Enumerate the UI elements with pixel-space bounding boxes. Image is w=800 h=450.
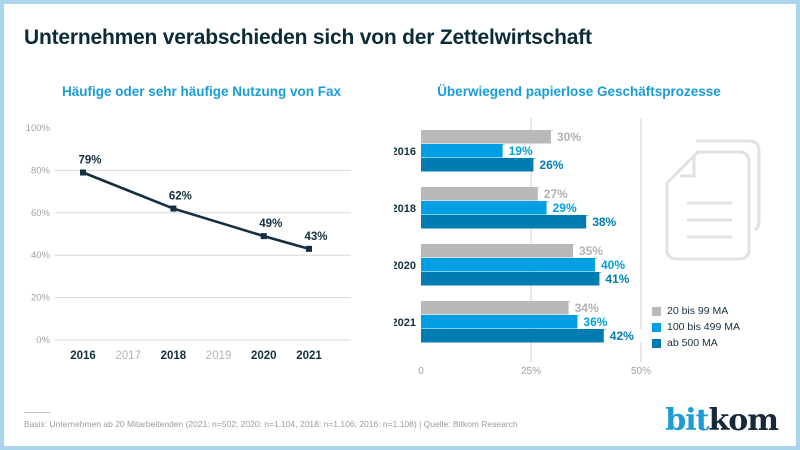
bar xyxy=(421,144,505,158)
value-label: 19% xyxy=(509,144,533,158)
x-tick-label: 2019 xyxy=(206,350,232,362)
value-label-bg xyxy=(595,258,633,272)
legend-item-100-499: 100 bis 499 MA xyxy=(652,321,740,333)
category-label: 2021 xyxy=(394,317,416,329)
x-tick-label: 2018 xyxy=(161,350,187,362)
value-label: 27% xyxy=(544,187,568,201)
value-label-bg xyxy=(603,329,642,343)
bar-chart-legend: 20 bis 99 MA 100 bis 499 MA ab 500 MA xyxy=(652,305,740,349)
y-tick-label: 60% xyxy=(31,208,51,219)
x-tick-label: 2017 xyxy=(115,350,141,362)
value-label: 35% xyxy=(579,244,603,258)
value-label: 30% xyxy=(557,130,581,144)
bar xyxy=(421,315,580,329)
value-label-bg xyxy=(551,130,589,144)
front-sheet-outline xyxy=(665,150,751,261)
x-tick-label: 2016 xyxy=(70,350,96,362)
page-title: Unternehmen verabschieden sich von der Z… xyxy=(24,26,592,49)
footer-rule xyxy=(24,412,50,413)
bar xyxy=(421,272,602,286)
y-tick-label: 40% xyxy=(31,250,51,261)
data-point-marker xyxy=(306,245,312,252)
category-label: 2018 xyxy=(394,203,416,215)
legend-label: 20 bis 99 MA xyxy=(667,305,729,317)
y-tick-label: 0% xyxy=(36,335,50,346)
legend-swatch-gray xyxy=(652,306,661,316)
fax-usage-line xyxy=(82,171,310,251)
bar xyxy=(421,215,589,229)
data-point-marker xyxy=(80,169,86,176)
legend-item-ab-500: ab 500 MA xyxy=(652,337,740,349)
paperless-bar-chart: 2016 30% 19% 26% 2018 27%29% 38% 2020 35%40%41% 2… xyxy=(394,118,651,377)
data-point-label: 62% xyxy=(169,191,192,203)
bar xyxy=(421,258,597,272)
value-label: 26% xyxy=(539,158,563,172)
y-tick-label: 20% xyxy=(31,293,51,304)
fax-chart-title: Häufige oder sehr häufige Nutzung von Fa… xyxy=(61,84,342,99)
bar xyxy=(421,130,553,144)
bar xyxy=(421,301,571,315)
x-tick-label: 50% xyxy=(631,366,651,377)
bitkom-logo: bitkom xyxy=(665,403,779,438)
legend-label: ab 500 MA xyxy=(667,337,718,349)
value-label-bg xyxy=(502,144,541,158)
data-point-label: 49% xyxy=(259,218,282,230)
legend-item-20-99: 20 bis 99 MA xyxy=(652,305,740,317)
bar xyxy=(421,244,575,258)
value-label: 40% xyxy=(601,258,625,272)
x-tick-label: 2021 xyxy=(296,350,322,362)
logo-kom: kom xyxy=(708,403,779,438)
category-label: 2020 xyxy=(394,260,416,272)
value-label-bg xyxy=(568,301,607,315)
paperless-chart-title: Überwiegend papierlose Geschäftsprozesse xyxy=(437,84,721,99)
legend-swatch-lightblue xyxy=(652,322,661,332)
value-label: 29% xyxy=(553,201,577,215)
data-point-label: 43% xyxy=(304,231,327,243)
legend-swatch-darkblue xyxy=(652,338,661,348)
back-sheet-outline xyxy=(696,139,761,232)
bar xyxy=(421,187,540,201)
category-label: 2016 xyxy=(394,146,416,158)
value-label-bg xyxy=(599,272,638,286)
bar xyxy=(421,158,536,172)
value-label-bg xyxy=(533,158,572,172)
fax-usage-line-chart: 0% 20% 40% 60% 80% 100% 2016 2017 2018 2019 2020 20… xyxy=(26,123,351,362)
value-label: 42% xyxy=(610,329,634,343)
y-tick-label: 100% xyxy=(26,123,51,134)
logo-bit: bit xyxy=(665,403,709,438)
value-label-bg xyxy=(537,187,576,201)
y-tick-label: 80% xyxy=(31,165,51,176)
value-label-bg xyxy=(573,244,611,258)
value-label: 36% xyxy=(583,315,607,329)
legend-label: 100 bis 499 MA xyxy=(667,321,740,333)
value-label: 34% xyxy=(575,301,599,315)
data-point-label: 79% xyxy=(78,155,101,167)
source-note: Basis: Unternehmen ab 20 Mitarbeitenden … xyxy=(24,419,518,429)
value-label: 38% xyxy=(592,215,616,229)
value-label-bg xyxy=(577,315,616,329)
data-point-marker xyxy=(170,205,177,212)
paper-documents-icon xyxy=(665,139,761,261)
value-label: 41% xyxy=(605,272,629,286)
data-point-marker xyxy=(260,233,267,240)
bar xyxy=(421,201,549,215)
bar xyxy=(421,329,606,343)
x-tick-label: 0 xyxy=(418,366,424,377)
folded-corner-line xyxy=(680,154,696,178)
x-tick-label: 25% xyxy=(521,366,541,377)
value-label-bg xyxy=(546,201,585,215)
value-label-bg xyxy=(586,215,625,229)
x-tick-label: 2020 xyxy=(251,350,277,362)
